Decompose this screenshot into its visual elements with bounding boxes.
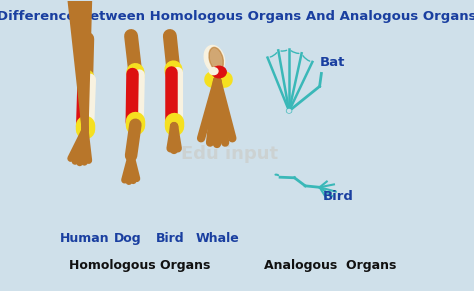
Ellipse shape [204,45,225,72]
Text: Dog: Dog [114,232,141,245]
Circle shape [210,68,218,74]
Text: Bird: Bird [156,232,185,245]
Text: Bird: Bird [323,190,354,203]
Text: Human: Human [60,232,109,245]
Circle shape [127,31,136,38]
Ellipse shape [209,47,223,71]
Text: Homologous Organs: Homologous Organs [69,259,211,272]
Circle shape [287,109,291,112]
Text: Whale: Whale [195,232,239,245]
Circle shape [212,66,226,78]
Text: Edu input: Edu input [181,145,278,163]
Text: Bat: Bat [319,56,345,69]
Text: Analogous  Organs: Analogous Organs [264,259,397,272]
Circle shape [287,109,292,113]
Text: Difference Between Homologous Organs And Analogous Organs: Difference Between Homologous Organs And… [0,10,474,23]
Circle shape [83,34,91,41]
Circle shape [165,31,174,38]
